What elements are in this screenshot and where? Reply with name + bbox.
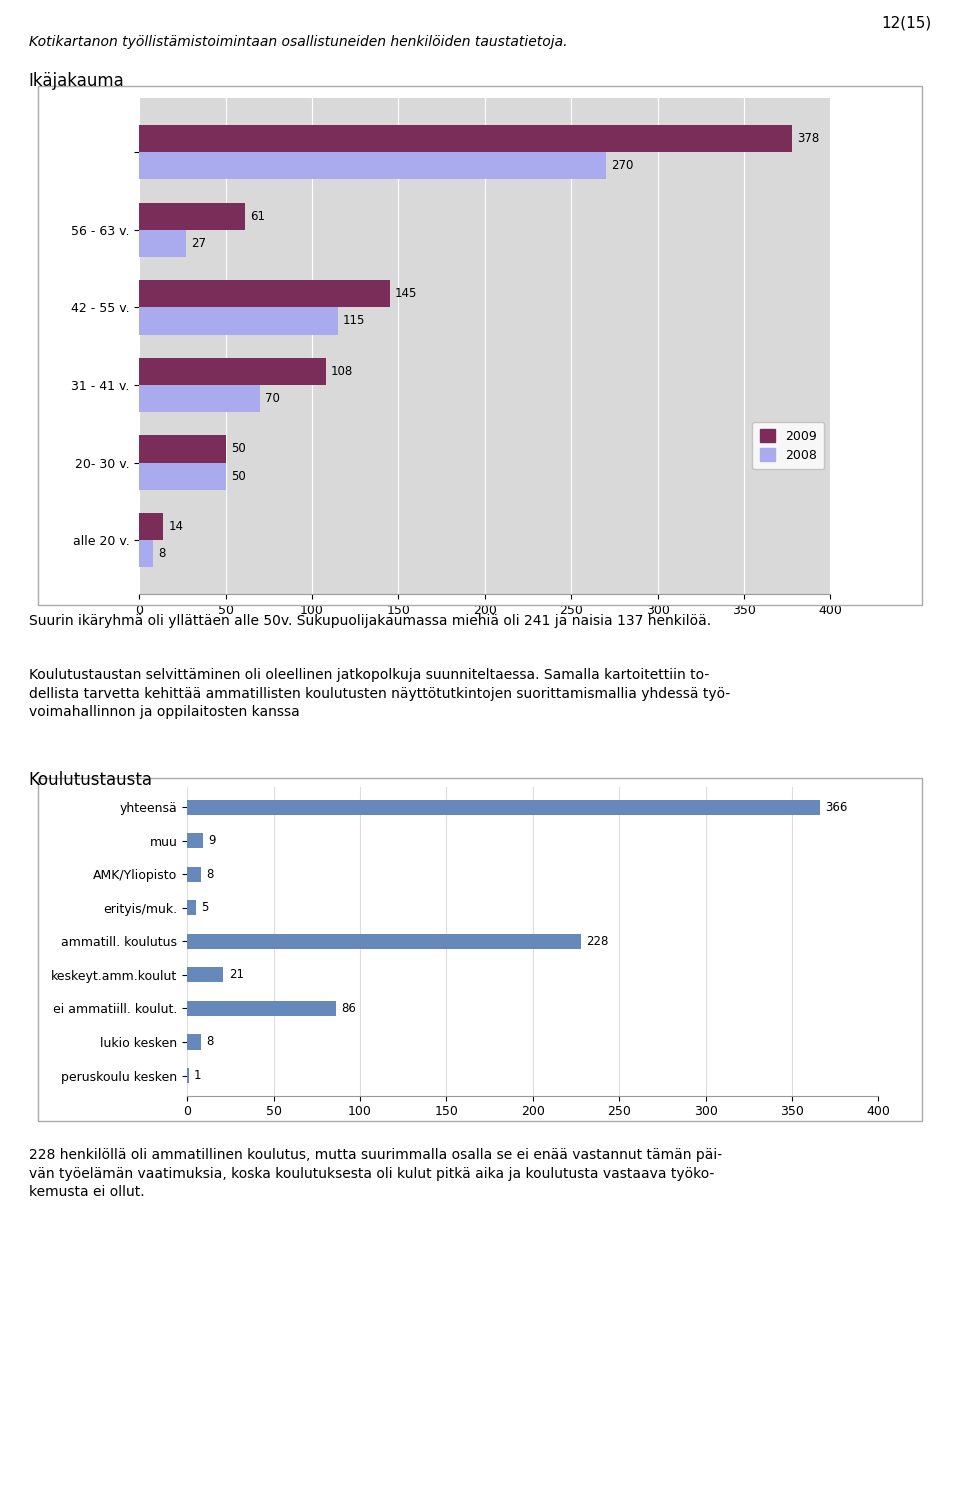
Text: 228 henkilöllä oli ammatillinen koulutus, mutta suurimmalla osalla se ei enää va: 228 henkilöllä oli ammatillinen koulutus… [29, 1148, 722, 1199]
Bar [187, 968, 224, 983]
Text: 270: 270 [611, 160, 634, 172]
Text: 61: 61 [250, 209, 265, 223]
Bar [187, 867, 201, 882]
Bar [139, 280, 390, 307]
Text: Suurin ikäryhmä oli yllättäen alle 50v. Sukupuolijakaumassa miehiä oli 241 ja na: Suurin ikäryhmä oli yllättäen alle 50v. … [29, 614, 711, 628]
Bar [187, 1069, 189, 1084]
Text: Kotikartanon työllistämistoimintaan osallistuneiden henkilöiden taustatietoja.: Kotikartanon työllistämistoimintaan osal… [29, 35, 567, 48]
Bar [187, 799, 820, 814]
Text: 366: 366 [825, 801, 848, 814]
Bar [139, 125, 792, 152]
Text: 115: 115 [343, 315, 366, 328]
Text: 14: 14 [169, 521, 183, 533]
Text: 21: 21 [228, 968, 244, 981]
Bar [139, 203, 245, 230]
Bar [139, 540, 153, 567]
Bar [187, 1034, 201, 1049]
Legend: 2009, 2008: 2009, 2008 [753, 421, 824, 470]
Text: 5: 5 [201, 901, 208, 915]
Bar [139, 307, 338, 334]
Text: 50: 50 [230, 442, 246, 456]
Text: 145: 145 [395, 287, 418, 301]
Bar [139, 385, 260, 412]
Text: 9: 9 [208, 834, 215, 847]
Bar [187, 900, 196, 915]
Text: 1: 1 [194, 1069, 202, 1082]
Text: 108: 108 [331, 364, 353, 378]
Text: 27: 27 [191, 236, 206, 250]
Text: 8: 8 [206, 868, 213, 880]
Bar [139, 513, 163, 540]
Bar [187, 933, 581, 950]
Bar [139, 152, 606, 179]
Bar [139, 358, 325, 385]
Bar [139, 462, 226, 489]
Bar [139, 435, 226, 462]
Text: 86: 86 [341, 1002, 356, 1014]
Bar [139, 230, 186, 257]
Bar [187, 1001, 336, 1016]
Text: 8: 8 [158, 548, 165, 560]
Text: 70: 70 [265, 391, 280, 405]
Text: Koulutustaustan selvittäminen oli oleellinen jatkopolkuja suunniteltaessa. Samal: Koulutustaustan selvittäminen oli oleell… [29, 668, 730, 719]
Text: 378: 378 [798, 132, 820, 144]
Bar [187, 834, 203, 849]
Text: Koulutustausta: Koulutustausta [29, 771, 153, 789]
Text: 12(15): 12(15) [881, 15, 931, 30]
Text: 50: 50 [230, 470, 246, 483]
Text: 228: 228 [587, 935, 609, 948]
Text: Ikäjakauma: Ikäjakauma [29, 72, 125, 90]
Text: 8: 8 [206, 1035, 213, 1049]
